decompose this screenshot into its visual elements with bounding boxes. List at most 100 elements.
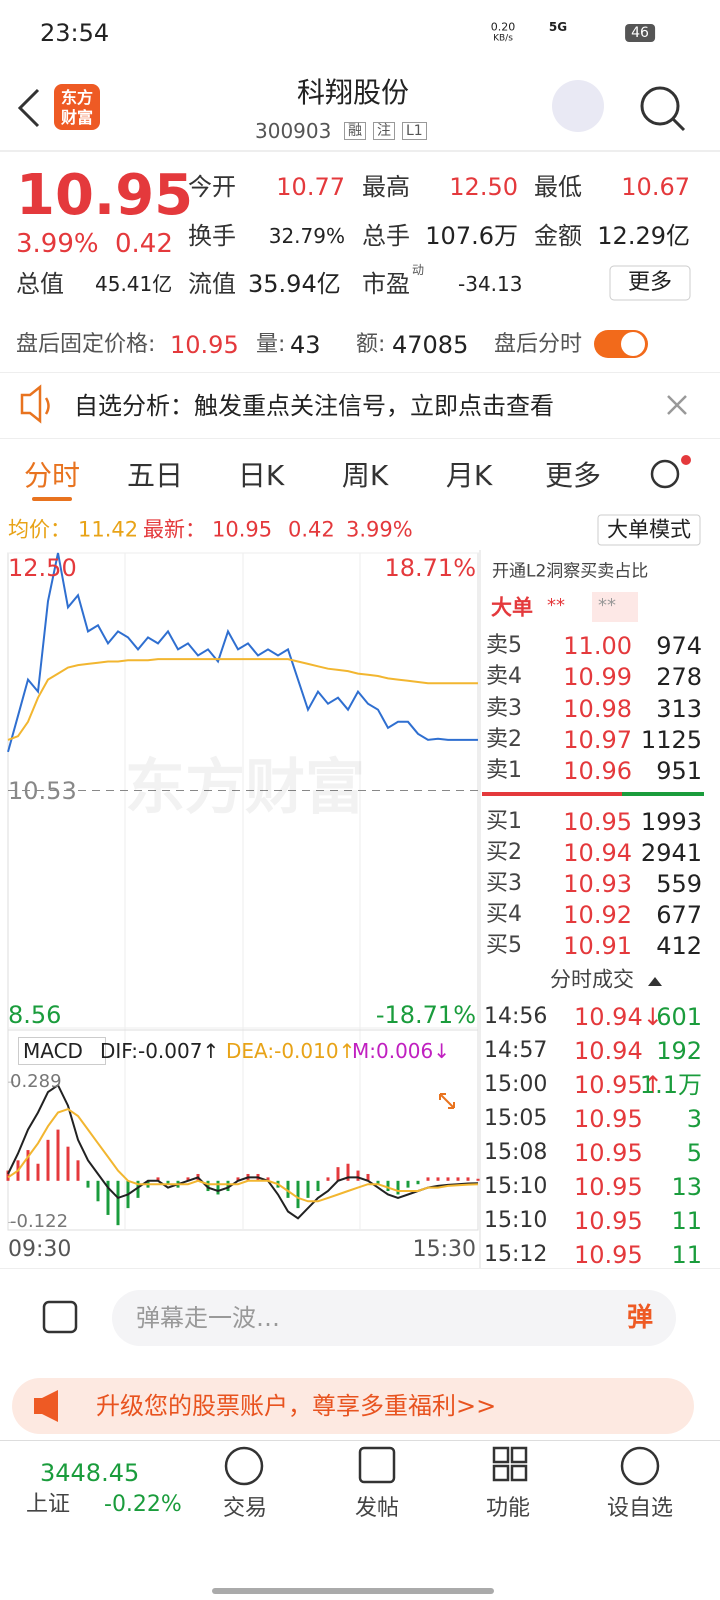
more-button[interactable] [609,265,691,301]
tab[interactable]: 分时 [23,459,81,492]
clock: 23:54 [40,19,110,47]
l2-promo[interactable]: 开通L2洞察买卖占比 [492,561,649,582]
book-volume: 1993 [640,808,702,836]
macd-bar [446,1177,450,1181]
notice[interactable]: 自选分析：触发重点关注信号，立即点击查看 [74,392,554,420]
series-line [7,1083,479,1220]
trade-time: 14:56 [484,1004,548,1029]
promo-text[interactable]: 升级您的股票账户，尊享多重福利>> [96,1392,497,1420]
book-volume: 951 [656,757,702,786]
trade-price: 10.94↓ [574,1003,663,1031]
book-label: 买1 [486,809,522,834]
logo-text: 财富 [60,108,94,127]
macd-bar [326,1177,330,1181]
field-label: 总值 [16,270,64,298]
after-price: 10.95 [170,331,239,359]
back-icon[interactable] [17,88,40,128]
stock-name: 科翔股份 [296,76,410,109]
macd-bar [266,1177,270,1181]
robot-icon[interactable] [552,80,604,132]
trade-price: 10.95 [574,1139,643,1167]
close-notice[interactable] [667,395,687,415]
promo-bg[interactable] [12,1378,694,1434]
tab[interactable]: 更多 [544,459,602,492]
book-label: 卖5 [486,633,522,658]
comment-placeholder[interactable]: 弹幕走一波… [136,1304,280,1332]
field-value: 45.41亿 [95,272,173,296]
avg-label: 均价： [8,517,71,542]
macd-bar [476,1178,480,1181]
macd-indicator: DEA:-0.010↑ [226,1039,356,1063]
field-value: 12.50 [449,173,518,201]
trade-price: 10.95 [574,1207,643,1235]
macd-bar [296,1180,300,1209]
trade-time: 15:05 [484,1106,548,1131]
mode-label[interactable]: 大单模式 [607,517,691,542]
search-icon[interactable] [640,86,680,126]
macd-bar [346,1163,350,1181]
book-price: 10.97 [563,725,632,754]
macd-title[interactable]: MACD [18,1037,106,1065]
pct-label: -18.71% [375,1001,476,1029]
macd-bar [96,1180,100,1202]
danmaku-button[interactable]: 弹 [626,1303,654,1333]
macd-bar [56,1129,60,1181]
field-value: 12.29亿 [597,222,690,250]
tab[interactable]: 周K [341,459,389,492]
field-label: 换手 [188,222,236,250]
macd-bar [206,1180,210,1192]
last-price: 10.95 [16,163,194,228]
macd-bar [366,1173,370,1181]
nav-item[interactable]: 设自选 [606,1496,674,1521]
y-tick-label: 10.53 [8,776,77,805]
tab[interactable]: 日K [237,459,285,492]
index-change: -0.22% [104,1492,182,1517]
macd-bar [236,1177,240,1181]
macd-bar [36,1163,40,1181]
nav-item[interactable]: 功能 [485,1496,531,1521]
macd-bar [426,1177,430,1181]
tab[interactable]: 月K [445,459,493,492]
series-line [7,1107,479,1203]
trades-title: 分时成交 [550,967,634,992]
y-tick-label: 12.50 [8,554,77,582]
change-pct: 3.99% [16,229,99,259]
macd-bar [386,1180,390,1192]
badge: 融 [344,122,366,140]
book-label: 卖2 [486,726,522,752]
macd-bar [356,1170,360,1181]
change: 0.42 [115,229,173,259]
series-line [7,658,478,741]
field-value: 107.6万 [425,222,518,250]
field-value: 10.77 [276,173,345,201]
field-value: 32.79% [268,224,345,248]
y-tick-label: 8.56 [8,1001,62,1029]
macd-indicator: DIF:-0.007↑ [100,1039,220,1063]
field-label: 今开 [188,173,236,201]
macd-bar [216,1180,220,1195]
trade-price: 10.95 [574,1105,643,1133]
macd-bar [396,1180,400,1195]
net-speed: 0.20 [490,20,516,34]
more-button-label[interactable]: 更多 [627,270,673,295]
info-change: 0.42 [288,517,335,542]
tab[interactable]: 五日 [126,459,184,492]
book-volume: 1125 [640,725,702,754]
macd-bar [286,1180,290,1198]
macd-bar [416,1180,420,1185]
avg-value: 11.42 [78,517,139,542]
book-volume: 313 [656,694,702,723]
trade-time: 15:00 [484,1072,548,1097]
comment-input[interactable] [112,1290,676,1346]
mode-button[interactable] [597,514,701,546]
nav-item[interactable]: 发帖 [354,1496,400,1521]
nav-item[interactable]: 交易 [222,1496,268,1521]
x-label: 09:30 [8,1237,72,1262]
field-label: 最高 [362,173,410,201]
settings-icon[interactable] [650,459,680,489]
trade-time: 14:57 [484,1038,548,1063]
macd-bar [6,1170,10,1181]
book-label: 卖4 [486,664,522,690]
comment-icon[interactable] [42,1300,78,1334]
